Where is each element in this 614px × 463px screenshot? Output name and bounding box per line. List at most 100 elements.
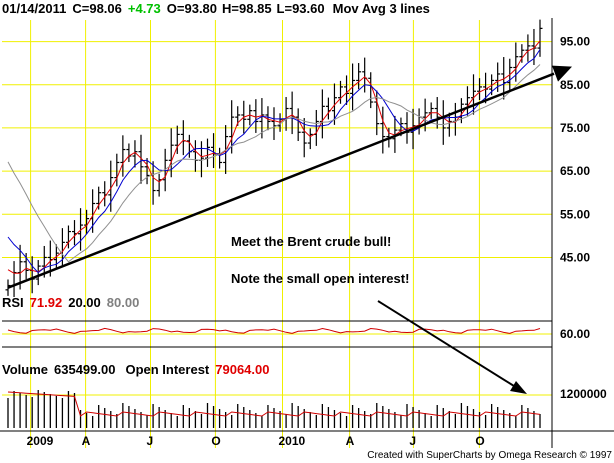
- price-bar: [428, 102, 434, 119]
- price-bar: [217, 147, 223, 169]
- header-line: 01/14/2011 C=98.06 +4.73 O=93.80 H=98.85 L=93…: [2, 1, 430, 16]
- trendline-arrowhead: [552, 65, 572, 82]
- volume-value: 635499.00: [54, 362, 115, 377]
- header-high: H=98.85: [222, 1, 272, 16]
- trendline: [7, 65, 572, 289]
- price-bar: [380, 106, 386, 154]
- rsi-label: RSI: [2, 295, 24, 310]
- x-axis: 2009 A J O 2010 A J O: [0, 18, 614, 448]
- price-bar: [150, 161, 156, 205]
- x-tick-label: 2010: [279, 434, 306, 448]
- price-tick-label: 45.00: [560, 250, 590, 264]
- header-open: O=93.80: [167, 1, 217, 16]
- price-bar: [422, 98, 428, 132]
- price-bar: [440, 100, 446, 145]
- price-tick-label: 85.00: [560, 78, 590, 92]
- price-bar: [229, 100, 235, 154]
- annotation-arrow: [377, 300, 527, 394]
- price-bar: [126, 143, 132, 163]
- x-tick-label: J: [409, 434, 416, 448]
- oi-value: 79064.00: [215, 362, 269, 377]
- rsi-value: 71.92: [30, 295, 63, 310]
- x-tick-label: A: [82, 434, 91, 448]
- x-tick-label: 2009: [27, 434, 54, 448]
- header-close: C=98.06: [72, 1, 122, 16]
- price-tick-label: 75.00: [560, 121, 590, 135]
- price-tick-label: 65.00: [560, 164, 590, 178]
- price-bar: [198, 141, 204, 178]
- rsi-tick-label: 60.00: [560, 327, 590, 341]
- price-bar: [464, 86, 470, 116]
- price-bar: [319, 89, 325, 139]
- price-bar: [253, 99, 259, 133]
- price-bar: [265, 106, 271, 131]
- price-bar: [205, 138, 210, 167]
- price-bar: [477, 78, 483, 101]
- price-bar: [446, 112, 452, 137]
- price-bar: [78, 208, 84, 251]
- header-study: Mov Avg 3 lines: [333, 1, 430, 16]
- price-bar: [362, 57, 368, 93]
- price-gridlines: [2, 20, 552, 448]
- price-bar: [537, 19, 543, 57]
- annotation-open-interest: Note the small open interest!: [231, 271, 409, 286]
- volume-tick-label: 1200000: [560, 387, 607, 401]
- price-bar: [156, 173, 162, 197]
- x-tick-label: O: [475, 434, 484, 448]
- moving-average-lines: [7, 40, 541, 274]
- volume-label: Volume: [2, 362, 48, 377]
- price-bar: [120, 135, 126, 177]
- x-tick-label: J: [147, 434, 154, 448]
- open-interest-line: [7, 391, 541, 417]
- price-bar: [180, 120, 186, 156]
- price-bar: [138, 134, 144, 184]
- trendline-segment: [7, 72, 555, 289]
- header-low: L=93.60: [277, 1, 325, 16]
- price-bar: [11, 261, 17, 298]
- volume-header: Volume 635499.00 Open Interest 79064.00: [2, 362, 269, 377]
- ma-slow-line: [7, 64, 541, 263]
- rsi-line: [7, 327, 541, 334]
- price-bar: [356, 63, 362, 90]
- header-change: +4.73: [128, 1, 161, 16]
- price-bar: [295, 108, 301, 142]
- price-bar: [283, 97, 289, 131]
- price-tick-label: 55.00: [560, 207, 590, 221]
- price-bar: [392, 115, 398, 153]
- volume-panel: 1200000: [2, 387, 607, 428]
- price-bar: [271, 107, 277, 140]
- x-tick-label: A: [346, 434, 355, 448]
- x-tick-label: O: [211, 434, 220, 448]
- annotation-bull: Meet the Brent crude bull!: [231, 234, 391, 249]
- price-bar: [331, 83, 337, 125]
- price-bar: [416, 108, 422, 135]
- price-bar: [525, 34, 531, 62]
- header-date: 01/14/2011: [2, 1, 66, 16]
- price-bar: [132, 140, 138, 168]
- price-tick-label: 95.00: [560, 35, 590, 49]
- price-bar: [192, 140, 198, 172]
- rsi-header: RSI 71.92 20.00 80.00: [2, 295, 139, 310]
- price-bar: [519, 44, 525, 63]
- rsi-panel: 60.00: [2, 320, 590, 348]
- price-bar: [84, 209, 90, 234]
- price-bar: [144, 158, 150, 185]
- price-bar: [96, 186, 102, 210]
- oi-label: Open Interest: [125, 362, 209, 377]
- price-bar: [108, 160, 114, 212]
- rsi-lower: 20.00: [68, 295, 101, 310]
- price-bar: [259, 98, 265, 139]
- price-bar: [307, 128, 313, 150]
- price-bar: [114, 153, 120, 187]
- price-bar: [344, 75, 350, 105]
- price-bar: [338, 80, 343, 104]
- price-bar: [368, 72, 374, 109]
- y-axis: 45.00 55.00 65.00 75.00 85.00 95.00: [560, 35, 590, 265]
- credit-text: Created with SuperCharts by Omega Resear…: [367, 450, 612, 461]
- price-bar: [325, 97, 331, 120]
- ma-mid-line: [7, 49, 541, 274]
- rsi-upper: 80.00: [107, 295, 140, 310]
- price-bar: [72, 220, 77, 246]
- price-bar: [174, 125, 180, 154]
